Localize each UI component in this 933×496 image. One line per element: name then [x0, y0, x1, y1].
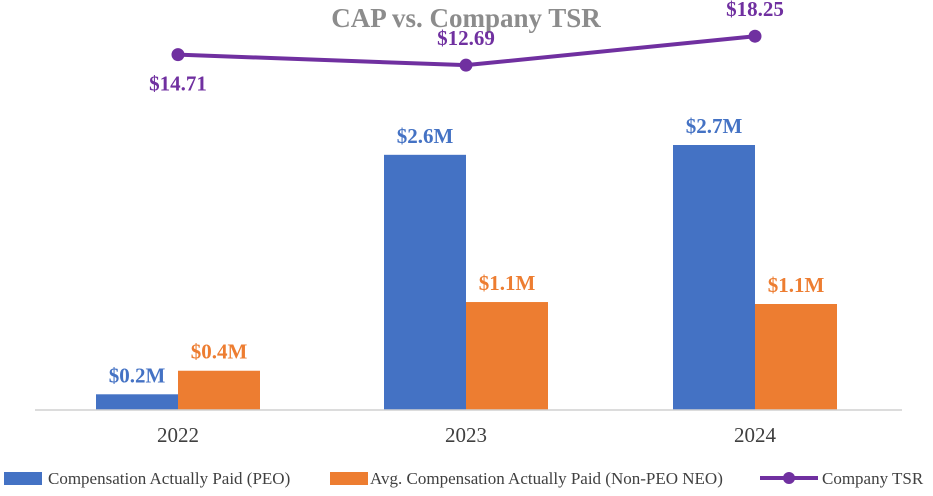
bar-peo-2024	[673, 145, 755, 410]
tsr-point-2024	[748, 29, 762, 43]
chart-title: CAP vs. Company TSR	[331, 3, 601, 33]
bar-label-peo-2024: $2.7M	[686, 114, 743, 138]
tsr-point-2023	[459, 58, 473, 72]
bars-layer	[96, 145, 837, 410]
tsr-label-2024: $18.25	[726, 0, 784, 21]
bar-label-non-peo-2024: $1.1M	[768, 273, 825, 297]
legend: Compensation Actually Paid (PEO) Avg. Com…	[4, 469, 924, 488]
legend-label-peo: Compensation Actually Paid (PEO)	[48, 469, 290, 488]
bar-non-peo-2024	[755, 304, 837, 410]
bar-non-peo-2022	[178, 370, 260, 410]
bar-peo-2022	[96, 394, 178, 410]
bar-non-peo-2023	[466, 302, 548, 410]
bar-label-peo-2023: $2.6M	[397, 124, 454, 148]
tsr-label-2022: $14.71	[149, 72, 207, 96]
bar-label-non-peo-2022: $0.4M	[191, 340, 248, 364]
x-tick-2022: 2022	[157, 423, 199, 447]
legend-marker-tsr	[783, 472, 795, 484]
bar-label-non-peo-2023: $1.1M	[479, 271, 536, 295]
tsr-line-layer	[171, 29, 762, 72]
bar-peo-2023	[384, 154, 466, 410]
data-labels-layer: $0.2M $2.6M $2.7M $0.4M $1.1M $1.1M $14.71 $12.…	[109, 0, 825, 387]
tsr-point-2022	[171, 48, 185, 62]
x-tick-labels: 2022 2023 2024	[157, 423, 777, 447]
legend-swatch-peo	[4, 472, 42, 485]
tsr-label-2023: $12.69	[437, 26, 495, 50]
legend-label-non-peo: Avg. Compensation Actually Paid (Non-PEO…	[370, 469, 723, 488]
x-tick-2023: 2023	[445, 423, 487, 447]
bar-label-peo-2022: $0.2M	[109, 363, 166, 387]
legend-label-tsr: Company TSR	[822, 469, 924, 488]
legend-swatch-non-peo	[330, 472, 368, 485]
x-tick-2024: 2024	[734, 423, 777, 447]
